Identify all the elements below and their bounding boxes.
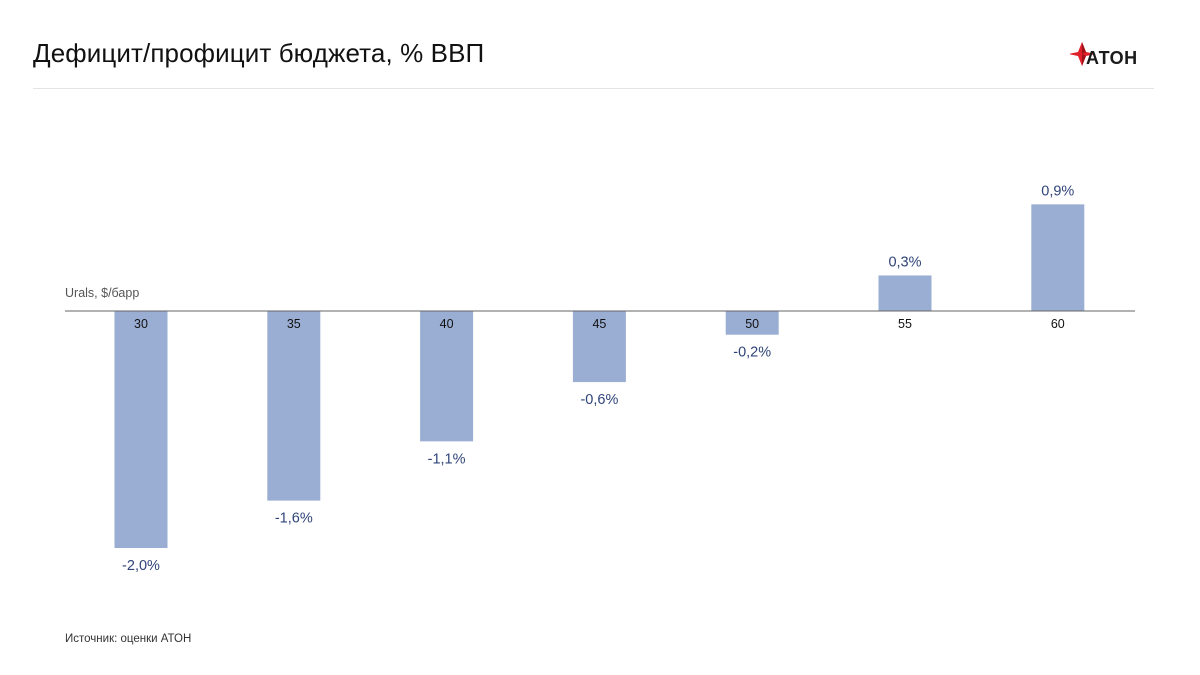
bar-50 — [725, 311, 779, 335]
bar-45 — [572, 311, 626, 383]
data-label-50: -0,2% — [733, 345, 771, 361]
x-tick-label-40: 40 — [440, 317, 454, 331]
aton-logo-icon — [1070, 42, 1096, 66]
data-label-55: 0,3% — [888, 254, 921, 270]
logo-text: АТОН — [1086, 48, 1138, 68]
data-label-40: -1,1% — [428, 451, 466, 467]
data-label-35: -1,6% — [275, 511, 313, 527]
data-label-60: 0,9% — [1041, 183, 1074, 199]
bar-55 — [878, 275, 932, 311]
bar-35 — [267, 311, 321, 501]
data-label-45: -0,6% — [580, 392, 618, 408]
bar-40 — [420, 311, 474, 442]
x-tick-label-50: 50 — [745, 317, 759, 331]
x-axis-title: Urals, $/барр — [65, 286, 139, 300]
x-tick-label-60: 60 — [1051, 317, 1065, 331]
header-divider — [33, 88, 1154, 89]
x-tick-label-30: 30 — [134, 317, 148, 331]
bar-60 — [1031, 204, 1085, 311]
data-label-30: -2,0% — [122, 558, 160, 574]
bar-30 — [114, 311, 168, 548]
source-note: Источник: оценки АТОН — [65, 633, 192, 645]
page-title: Дефицит/профицит бюджета, % ВВП — [33, 38, 485, 68]
x-tick-label-55: 55 — [898, 317, 912, 331]
x-tick-label-45: 45 — [592, 317, 606, 331]
x-tick-label-35: 35 — [287, 317, 301, 331]
